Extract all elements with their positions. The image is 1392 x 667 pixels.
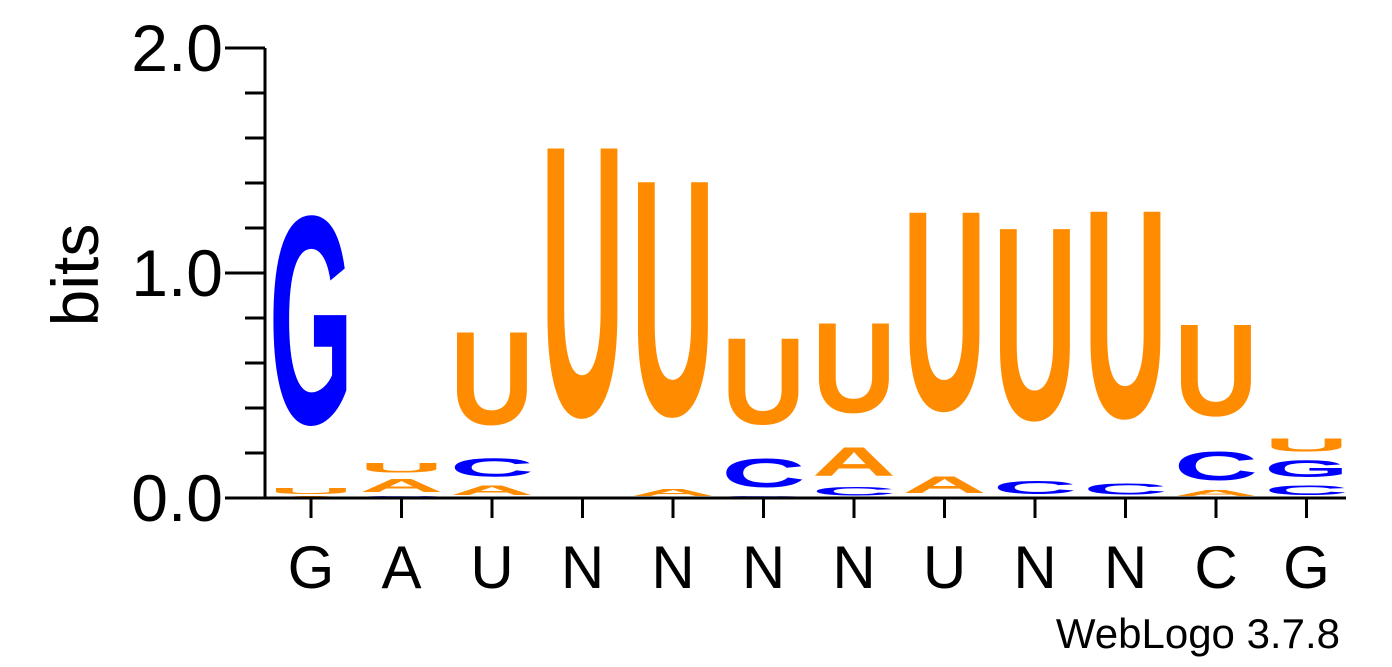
logo-letter: U	[1174, 298, 1258, 444]
logo-letter-glyph: U	[1084, 147, 1168, 480]
logo-letter: U	[1084, 147, 1168, 480]
logo-letter: U	[631, 108, 715, 486]
logo-letter-glyph: U	[1174, 298, 1258, 444]
y-tick-label: 2.0	[131, 11, 223, 85]
logo-letter-glyph: A	[1174, 489, 1258, 498]
x-tick-label: N	[1013, 534, 1056, 601]
logo-letter: U	[450, 304, 534, 453]
logo-letter-glyph: U	[812, 297, 896, 441]
logo-letter: C	[1174, 444, 1258, 489]
x-tick-label: C	[1194, 534, 1237, 601]
logo-letter: G	[1265, 455, 1349, 482]
logo-letter-glyph: U	[1265, 435, 1349, 455]
logo-letter-glyph: U	[993, 169, 1077, 478]
logo-letter: G	[269, 155, 353, 487]
x-tick-label: U	[923, 534, 966, 601]
logo-letter: A	[812, 439, 896, 484]
logo-letter: U	[541, 64, 625, 497]
x-tick-label: A	[381, 534, 421, 601]
logo-letter-glyph: A	[903, 471, 987, 498]
logo-letter-glyph: U	[722, 313, 806, 451]
logo-letter: C	[993, 478, 1077, 498]
axes: 0.01.02.0G A U N N N N U N N C G	[131, 11, 1346, 601]
y-axis-label: bits	[38, 224, 112, 327]
x-tick-label: G	[288, 534, 335, 601]
logo-letter-glyph: C	[1084, 480, 1168, 498]
x-tick-label: N	[832, 534, 875, 601]
logo-letter-glyph: C	[722, 451, 806, 496]
logo-letter-glyph: A	[812, 439, 896, 484]
logo-letter: A	[1174, 489, 1258, 498]
logo-letter-glyph: U	[541, 64, 625, 497]
logo-letter-glyph: C	[450, 453, 534, 482]
x-tick-label: G	[1283, 534, 1330, 601]
x-tick-label: N	[1104, 534, 1147, 601]
logo-letter: U	[360, 460, 444, 476]
logo-letter: C	[1084, 480, 1168, 498]
y-tick-label: 0.0	[131, 461, 223, 535]
logo-letter: C	[1265, 482, 1349, 498]
logo-letter: C	[812, 484, 896, 498]
logo-letter: A	[360, 475, 444, 495]
logo-letter-glyph: U	[450, 304, 534, 453]
y-tick-label: 1.0	[131, 236, 223, 310]
logo-letter: U	[812, 297, 896, 441]
logo-letter-glyph: U	[903, 151, 987, 471]
logo-letter: C	[450, 453, 534, 482]
logo-letter-glyph: G	[269, 155, 353, 487]
logo-letter-glyph: A	[450, 482, 534, 498]
logo-letter: U	[903, 151, 987, 471]
x-tick-label: N	[742, 534, 785, 601]
logo-letter: U	[993, 169, 1077, 478]
logo-letter: A	[450, 482, 534, 498]
logo-letter-glyph: G	[1265, 455, 1349, 482]
logo-stacks: AUGCAUACUUAUGCUCAUAUCUCUACUCGU	[269, 64, 1349, 498]
weblogo-credit: WebLogo 3.7.8	[1056, 610, 1340, 657]
logo-letter: U	[269, 487, 353, 496]
logo-letter: A	[631, 487, 715, 498]
logo-letter-glyph: C	[1265, 482, 1349, 498]
logo-letter-glyph: U	[269, 487, 353, 496]
logo-letter-glyph: C	[1174, 444, 1258, 489]
logo-letter-glyph: C	[993, 478, 1077, 498]
logo-letter-glyph: U	[360, 460, 444, 476]
logo-letter-glyph: A	[631, 487, 715, 498]
x-tick-label: N	[561, 534, 604, 601]
logo-letter-glyph: C	[812, 484, 896, 498]
logo-letter: U	[1265, 435, 1349, 455]
logo-letter-glyph: U	[631, 108, 715, 486]
logo-letter-glyph: A	[360, 475, 444, 495]
logo-letter: U	[722, 313, 806, 451]
logo-letter: A	[903, 471, 987, 498]
logo-letter: C	[722, 451, 806, 496]
x-tick-label: N	[651, 534, 694, 601]
x-tick-label: U	[470, 534, 513, 601]
